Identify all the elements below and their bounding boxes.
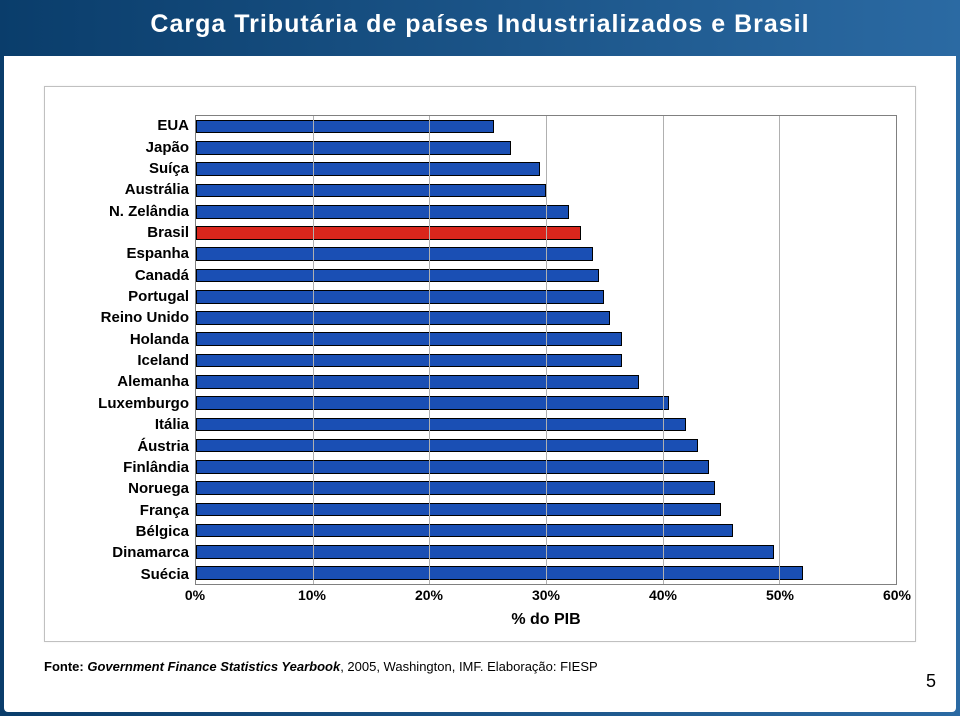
- x-tick-label: 50%: [766, 587, 794, 603]
- bar: [196, 120, 494, 134]
- source-italic: Government Finance Statistics Yearbook: [87, 659, 340, 674]
- bar: [196, 290, 604, 304]
- bar: [196, 247, 593, 261]
- x-tick-label: 30%: [532, 587, 560, 603]
- bar: [196, 332, 622, 346]
- bar: [196, 311, 610, 325]
- grid-line: [546, 116, 547, 584]
- x-tick-label: 10%: [298, 587, 326, 603]
- grid-line: [779, 116, 780, 584]
- category-label: Luxemburgo: [63, 393, 195, 414]
- grid-line: [663, 116, 664, 584]
- category-label: Noruega: [63, 478, 195, 499]
- category-label: Reino Unido: [63, 307, 195, 328]
- x-tick-label: 0%: [185, 587, 205, 603]
- bar: [196, 226, 581, 240]
- bar: [196, 481, 715, 495]
- category-label: Iceland: [63, 350, 195, 371]
- grid-line: [313, 116, 314, 584]
- bar: [196, 184, 546, 198]
- chart-area: EUAJapãoSuíçaAustráliaN. ZelândiaBrasilE…: [63, 115, 897, 585]
- bar: [196, 503, 721, 517]
- bar: [196, 439, 698, 453]
- chart-frame: EUAJapãoSuíçaAustráliaN. ZelândiaBrasilE…: [44, 86, 916, 642]
- source-prefix: Fonte:: [44, 659, 87, 674]
- category-label: Itália: [63, 414, 195, 435]
- bar: [196, 418, 686, 432]
- bar: [196, 524, 733, 538]
- category-label: N. Zelândia: [63, 200, 195, 221]
- category-label: Bélgica: [63, 521, 195, 542]
- bar: [196, 545, 774, 559]
- bar: [196, 375, 639, 389]
- category-label: Suécia: [63, 564, 195, 585]
- bar: [196, 354, 622, 368]
- category-label: Suíça: [63, 158, 195, 179]
- slide-body: EUAJapãoSuíçaAustráliaN. ZelândiaBrasilE…: [4, 56, 956, 712]
- category-label: Austrália: [63, 179, 195, 200]
- slide-title: Carga Tributária de países Industrializa…: [0, 10, 960, 39]
- bar: [196, 162, 540, 176]
- category-label: Holanda: [63, 329, 195, 350]
- category-labels: EUAJapãoSuíçaAustráliaN. ZelândiaBrasilE…: [63, 115, 195, 585]
- category-label: Canadá: [63, 265, 195, 286]
- category-label: Portugal: [63, 286, 195, 307]
- category-label: Alemanha: [63, 371, 195, 392]
- category-label: Brasil: [63, 222, 195, 243]
- bar: [196, 396, 669, 410]
- source-rest: , 2005, Washington, IMF. Elaboração: FIE…: [340, 659, 597, 674]
- bar: [196, 460, 709, 474]
- category-label: Japão: [63, 136, 195, 157]
- x-axis-label: % do PIB: [195, 611, 897, 629]
- bar: [196, 141, 511, 155]
- category-label: Áustria: [63, 435, 195, 456]
- slide-root: Carga Tributária de países Industrializa…: [0, 0, 960, 716]
- x-tick-label: 40%: [649, 587, 677, 603]
- category-label: França: [63, 499, 195, 520]
- grid-line: [429, 116, 430, 584]
- bar: [196, 566, 803, 580]
- category-label: Espanha: [63, 243, 195, 264]
- bar: [196, 269, 599, 283]
- page-number: 5: [926, 671, 936, 692]
- category-label: Finlândia: [63, 457, 195, 478]
- category-label: EUA: [63, 115, 195, 136]
- x-tick-label: 60%: [883, 587, 911, 603]
- source-citation: Fonte: Government Finance Statistics Yea…: [44, 659, 598, 674]
- x-tick-label: 20%: [415, 587, 443, 603]
- bar: [196, 205, 569, 219]
- category-label: Dinamarca: [63, 542, 195, 563]
- x-axis-ticks: 0%10%20%30%40%50%60%: [195, 587, 897, 605]
- plot-area: [195, 115, 897, 585]
